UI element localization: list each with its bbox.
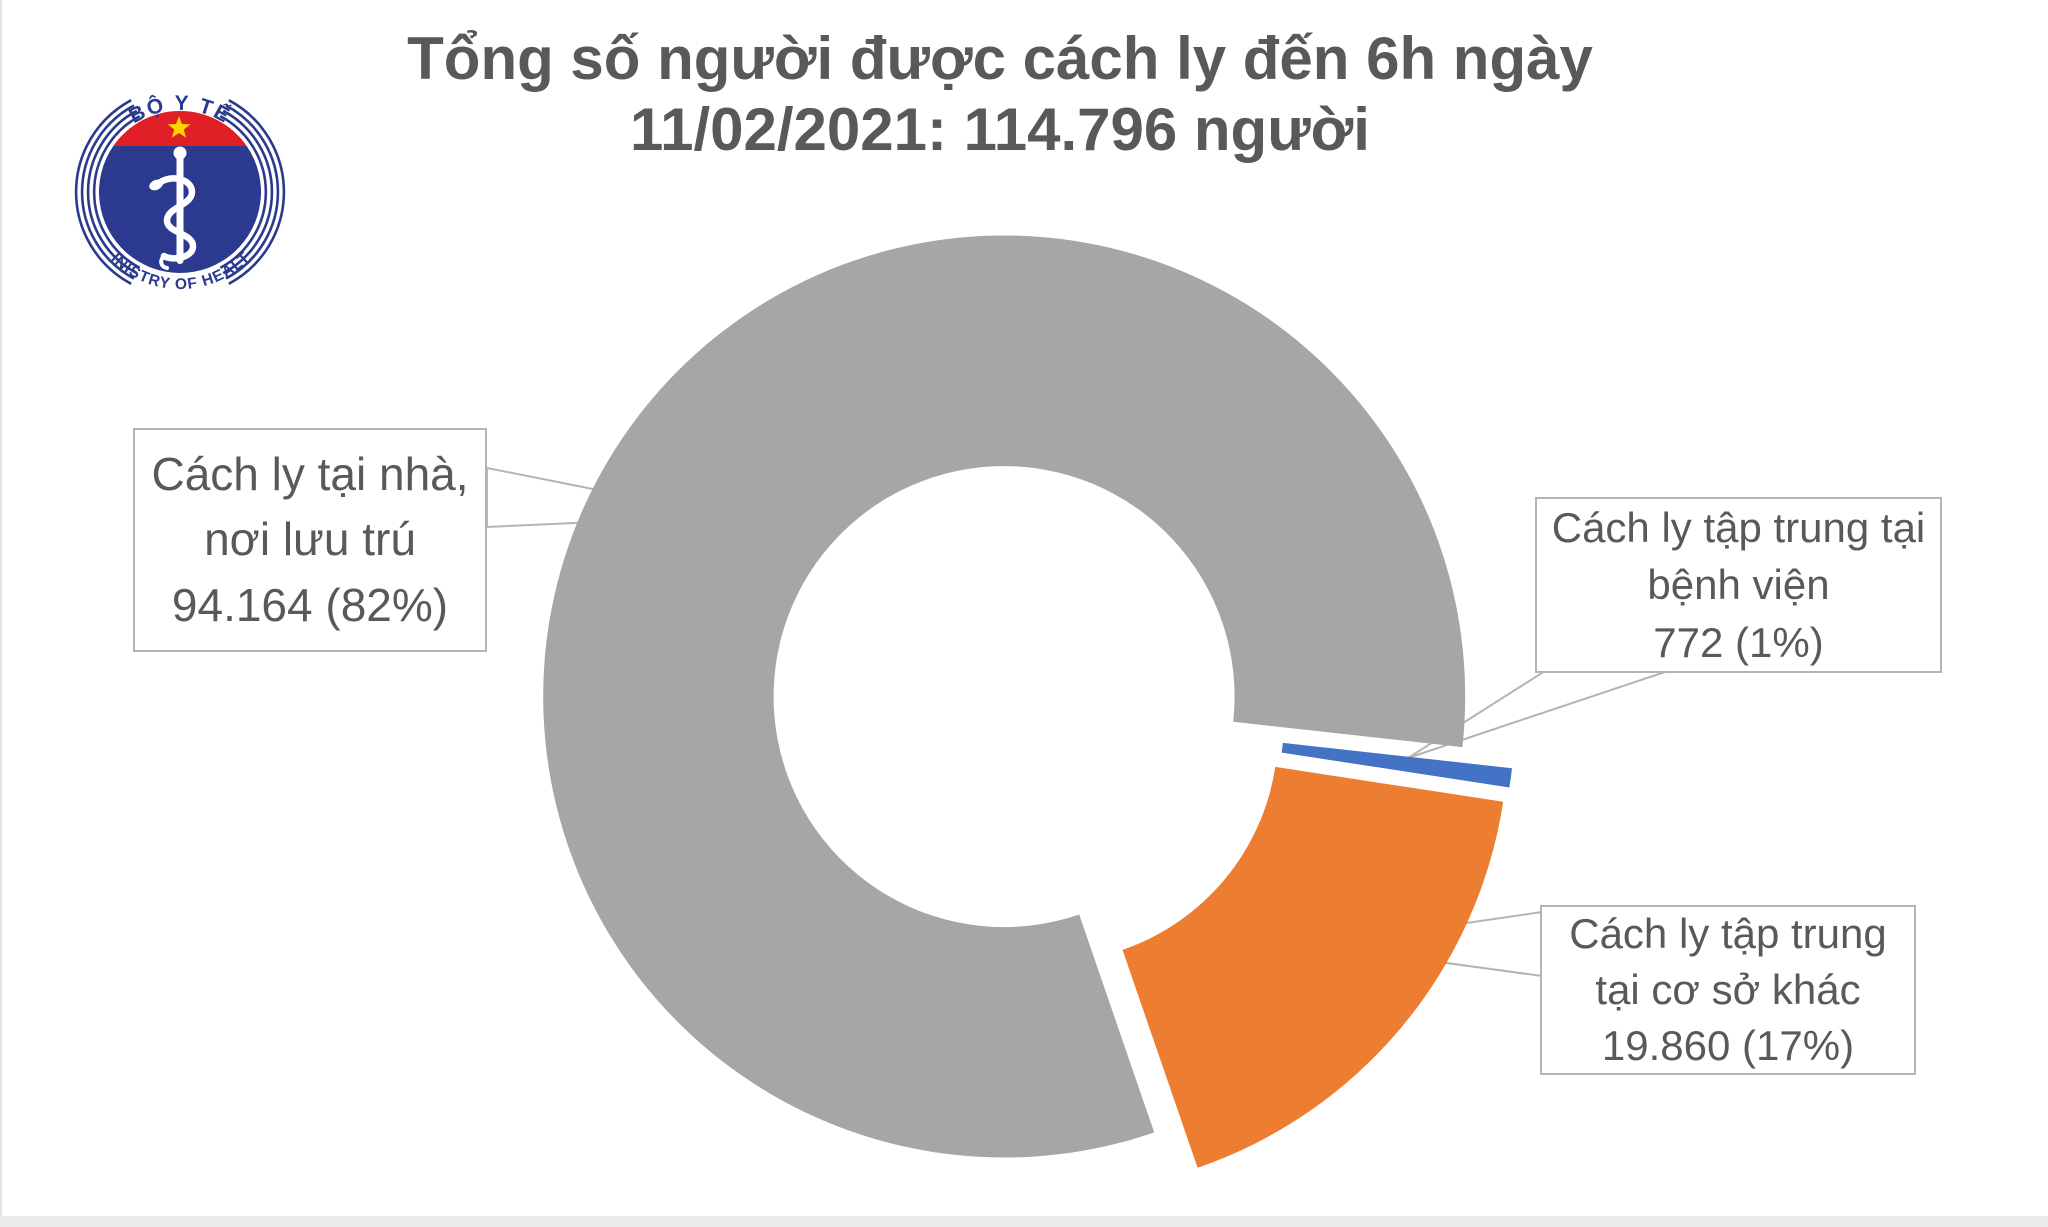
callout-box-hospital: Cách ly tập trung tại bệnh viện 772 (1%) (1535, 497, 1942, 673)
logo-arc-lines (74, 99, 286, 285)
donut-slices (543, 235, 1512, 1168)
image-bottom-edge (0, 1216, 2048, 1227)
ministry-of-health-logo: BỘ Y TẾ MINISTRY OF HEALTH (62, 36, 286, 293)
callout-other-value: 19.860 (17%) (1601, 1021, 1855, 1069)
chart-title-line1: Tổng số người được cách ly đến 6h ngày (407, 25, 1593, 92)
slice-hospital (1281, 742, 1512, 788)
callout-other-line1: Cách ly tập trung (1569, 910, 1887, 958)
chart-title-line2: 11/02/2021: 114.796 người (630, 95, 1370, 163)
slice-home (543, 235, 1466, 1158)
logo-star-icon (167, 116, 191, 138)
callout-hospital-value: 772 (1%) (1653, 618, 1824, 666)
logo-asclepius-icon (149, 146, 197, 270)
callout-box-other: Cách ly tập trung tại cơ sở khác 19.860 … (1540, 905, 1916, 1075)
image-left-edge (0, 0, 2, 1227)
callout-home-value: 94.164 (82%) (171, 578, 449, 631)
callout-box-home: Cách ly tại nhà, nơi lưu trú 94.164 (82%… (133, 428, 487, 652)
chart-title: Tổng số người được cách ly đến 6h ngày 1… (0, 24, 2000, 166)
callout-hospital-line2: bệnh viện (1647, 561, 1830, 609)
callout-hospital-line1: Cách ly tập trung tại (1551, 504, 1926, 552)
callout-other-line2: tại cơ sở khác (1595, 966, 1861, 1014)
callout-home-line2: nơi lưu trú (204, 513, 416, 566)
slice-other (1122, 766, 1504, 1168)
callout-home-line1: Cách ly tại nhà, (151, 448, 469, 501)
